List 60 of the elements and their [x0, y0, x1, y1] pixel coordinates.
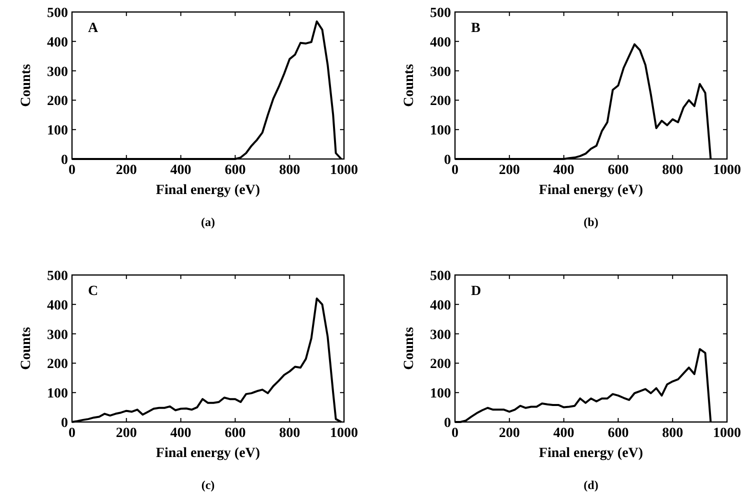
y-tick-label: 300: [430, 64, 451, 80]
y-tick-label: 500: [47, 6, 68, 21]
y-axis-title: Counts: [19, 64, 34, 107]
y-tick-label: 300: [47, 64, 68, 80]
x-tick-label: 200: [116, 426, 137, 441]
x-tick-label: 800: [279, 163, 300, 178]
x-tick-label: 1000: [713, 163, 741, 178]
x-tick-label: 200: [116, 163, 137, 178]
y-tick-label: 0: [61, 153, 68, 168]
annotation: B: [471, 21, 480, 36]
y-tick-label: 100: [47, 124, 68, 139]
text: (d): [584, 478, 598, 492]
y-tick-label: 100: [430, 386, 451, 402]
y-axis-title: Counts: [402, 64, 417, 107]
y-tick-label: 300: [430, 328, 451, 343]
x-axis-title: Final energy (eV): [156, 183, 260, 198]
text: (b): [584, 215, 598, 229]
y-axis-title: Counts: [19, 326, 34, 370]
x-tick-label: 400: [170, 163, 192, 178]
x-axis-title: Final energy (eV): [538, 446, 644, 461]
x-tick-label: 400: [553, 426, 574, 441]
x-tick-label: 800: [279, 426, 300, 441]
y-tick-label: 500: [430, 269, 451, 284]
y-tick-label: 0: [444, 153, 451, 168]
y-tick-label: 400: [47, 298, 68, 314]
x-tick-label: 400: [170, 426, 192, 441]
y-tick-label: 400: [47, 35, 68, 50]
x-tick-label: 200: [498, 426, 520, 441]
y-tick-label: 300: [47, 328, 68, 343]
y-tick-label: 500: [47, 269, 68, 284]
y-tick-label: 400: [430, 35, 451, 50]
y-tick-label: 200: [47, 357, 68, 372]
text: (c): [201, 478, 215, 492]
x-tick-label: 600: [608, 426, 629, 441]
y-tick-label: 100: [47, 386, 68, 402]
y-tick-label: 0: [61, 416, 68, 431]
annotation: C: [88, 284, 98, 299]
x-tick-label: 600: [224, 426, 246, 441]
y-tick-label: 500: [430, 6, 451, 21]
x-axis-title: Final energy (eV): [156, 446, 260, 461]
x-tick-label: 1000: [713, 426, 741, 441]
y-tick-label: 200: [430, 94, 451, 110]
x-tick-label: 800: [662, 163, 684, 178]
x-tick-label: 200: [498, 163, 520, 178]
x-tick-label: 800: [662, 426, 684, 441]
x-tick-label: 600: [608, 163, 629, 178]
y-tick-label: 200: [430, 357, 451, 372]
text: (a): [201, 215, 215, 229]
annotation: D: [471, 284, 482, 299]
x-tick-label: 400: [553, 163, 574, 178]
y-axis-title: Counts: [402, 326, 417, 370]
y-tick-label: 0: [444, 416, 451, 431]
x-tick-label: 1000: [330, 163, 358, 178]
x-tick-label: 1000: [330, 426, 358, 441]
x-tick-label: 600: [224, 163, 246, 178]
y-tick-label: 400: [430, 298, 451, 314]
y-tick-label: 100: [430, 124, 451, 139]
x-axis-title: Final energy (eV): [538, 183, 644, 198]
annotation: A: [88, 21, 99, 36]
y-tick-label: 200: [47, 94, 68, 110]
